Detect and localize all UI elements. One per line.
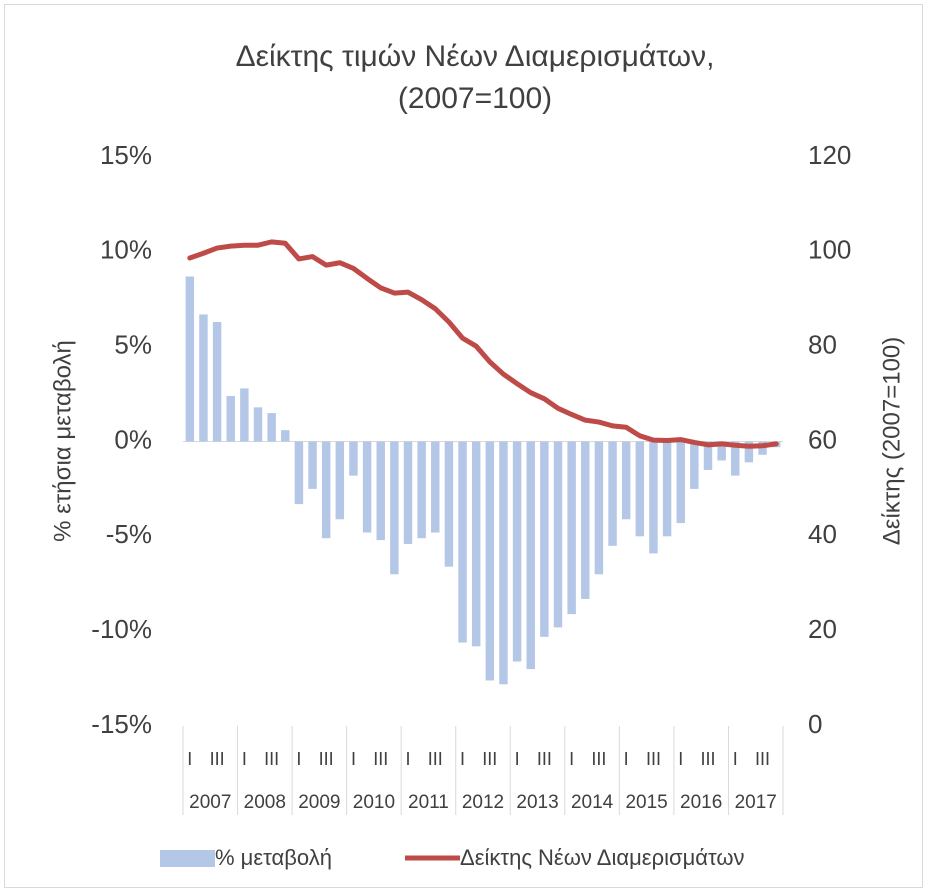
x-tick-label: I bbox=[296, 749, 301, 769]
y-tick-label: 10% bbox=[100, 235, 152, 265]
bar bbox=[485, 441, 495, 681]
x-tick-label: III bbox=[591, 749, 606, 769]
bar bbox=[444, 441, 454, 567]
y2-tick-label: 80 bbox=[808, 330, 837, 360]
bar bbox=[581, 441, 590, 599]
x-tick-label: I bbox=[460, 749, 465, 769]
year-label: 2012 bbox=[462, 792, 504, 813]
chart-title: Δείκτης τιμών Νέων Διαμερισμάτων, bbox=[236, 40, 715, 73]
bar bbox=[376, 441, 385, 541]
bar bbox=[199, 314, 208, 442]
x-tick-label: III bbox=[646, 749, 661, 769]
bar bbox=[267, 413, 276, 442]
x-tick-label: III bbox=[319, 749, 334, 769]
year-label: 2011 bbox=[408, 792, 449, 813]
x-tick-label: I bbox=[405, 749, 410, 769]
bar bbox=[512, 441, 522, 662]
x-tick-label: I bbox=[515, 749, 520, 769]
bar bbox=[608, 441, 617, 546]
bar bbox=[308, 441, 317, 489]
bar bbox=[540, 441, 549, 637]
y-tick-label: 5% bbox=[114, 330, 152, 360]
x-tick-label: III bbox=[537, 749, 552, 769]
y-tick-label: -5% bbox=[106, 519, 152, 549]
bar bbox=[253, 407, 263, 442]
y2-tick-label: 40 bbox=[808, 519, 837, 549]
year-label: 2008 bbox=[244, 792, 286, 813]
x-tick-label: I bbox=[187, 749, 192, 769]
chart-title: (2007=100) bbox=[398, 82, 552, 115]
bar bbox=[567, 441, 576, 615]
bar bbox=[431, 441, 440, 533]
bar bbox=[690, 441, 699, 489]
legend-label: % μεταβολή bbox=[215, 845, 332, 870]
bar bbox=[185, 276, 195, 442]
year-label: 2013 bbox=[516, 792, 558, 813]
x-tick-label: III bbox=[700, 749, 715, 769]
y2-tick-label: 120 bbox=[808, 140, 851, 170]
bar bbox=[553, 441, 563, 628]
bar bbox=[744, 441, 754, 463]
bar bbox=[281, 430, 290, 442]
bar bbox=[526, 441, 535, 670]
x-tick-label: I bbox=[569, 749, 574, 769]
bar bbox=[676, 441, 685, 524]
year-label: 2017 bbox=[735, 792, 777, 813]
bar bbox=[594, 441, 604, 575]
year-label: 2009 bbox=[298, 792, 340, 813]
x-tick-label: I bbox=[351, 749, 356, 769]
legend-label: Δείκτης Νέων Διαμερισμάτων bbox=[460, 845, 745, 870]
bar bbox=[662, 441, 672, 537]
year-label: 2010 bbox=[353, 792, 395, 813]
x-tick-label: III bbox=[428, 749, 443, 769]
bar bbox=[471, 441, 481, 647]
bar bbox=[321, 441, 331, 539]
x-tick-label: III bbox=[482, 749, 497, 769]
x-tick-label: I bbox=[624, 749, 629, 769]
bar bbox=[403, 441, 413, 544]
bar bbox=[731, 441, 740, 476]
bar bbox=[362, 441, 372, 533]
bar bbox=[621, 441, 631, 520]
bar bbox=[335, 441, 345, 520]
bar bbox=[458, 441, 467, 643]
year-label: 2016 bbox=[680, 792, 722, 813]
y2-tick-label: 0 bbox=[808, 709, 822, 739]
bar bbox=[649, 441, 658, 554]
x-tick-label: I bbox=[733, 749, 738, 769]
y-tick-label: -10% bbox=[91, 614, 152, 644]
year-label: 2007 bbox=[189, 792, 231, 813]
x-tick-label: I bbox=[242, 749, 247, 769]
y2-axis-label: Δείκτης (2007=100) bbox=[878, 337, 905, 546]
bar bbox=[635, 441, 645, 537]
x-tick-label: III bbox=[755, 749, 770, 769]
y-axis-label: % ετήσια μεταβολή bbox=[49, 340, 76, 542]
y2-tick-label: 100 bbox=[808, 235, 851, 265]
y-tick-label: -15% bbox=[91, 709, 152, 739]
y2-tick-label: 20 bbox=[808, 614, 837, 644]
legend-swatch bbox=[160, 850, 215, 867]
year-label: 2015 bbox=[625, 792, 667, 813]
x-tick-label: I bbox=[678, 749, 683, 769]
bar bbox=[226, 395, 235, 442]
x-tick-label: III bbox=[264, 749, 279, 769]
bar bbox=[390, 441, 399, 575]
bar bbox=[703, 441, 713, 470]
x-tick-label: III bbox=[373, 749, 388, 769]
y2-tick-label: 60 bbox=[808, 424, 837, 454]
year-label: 2014 bbox=[571, 792, 614, 813]
bar bbox=[717, 441, 726, 461]
y-tick-label: 15% bbox=[100, 140, 152, 170]
bar bbox=[212, 322, 222, 442]
line bbox=[187, 239, 779, 449]
y-tick-label: 0% bbox=[114, 424, 152, 454]
bar bbox=[499, 441, 508, 685]
bar bbox=[417, 441, 426, 539]
bar bbox=[349, 441, 358, 476]
bar bbox=[240, 388, 249, 442]
x-tick-label: III bbox=[210, 749, 225, 769]
bar bbox=[294, 441, 304, 505]
